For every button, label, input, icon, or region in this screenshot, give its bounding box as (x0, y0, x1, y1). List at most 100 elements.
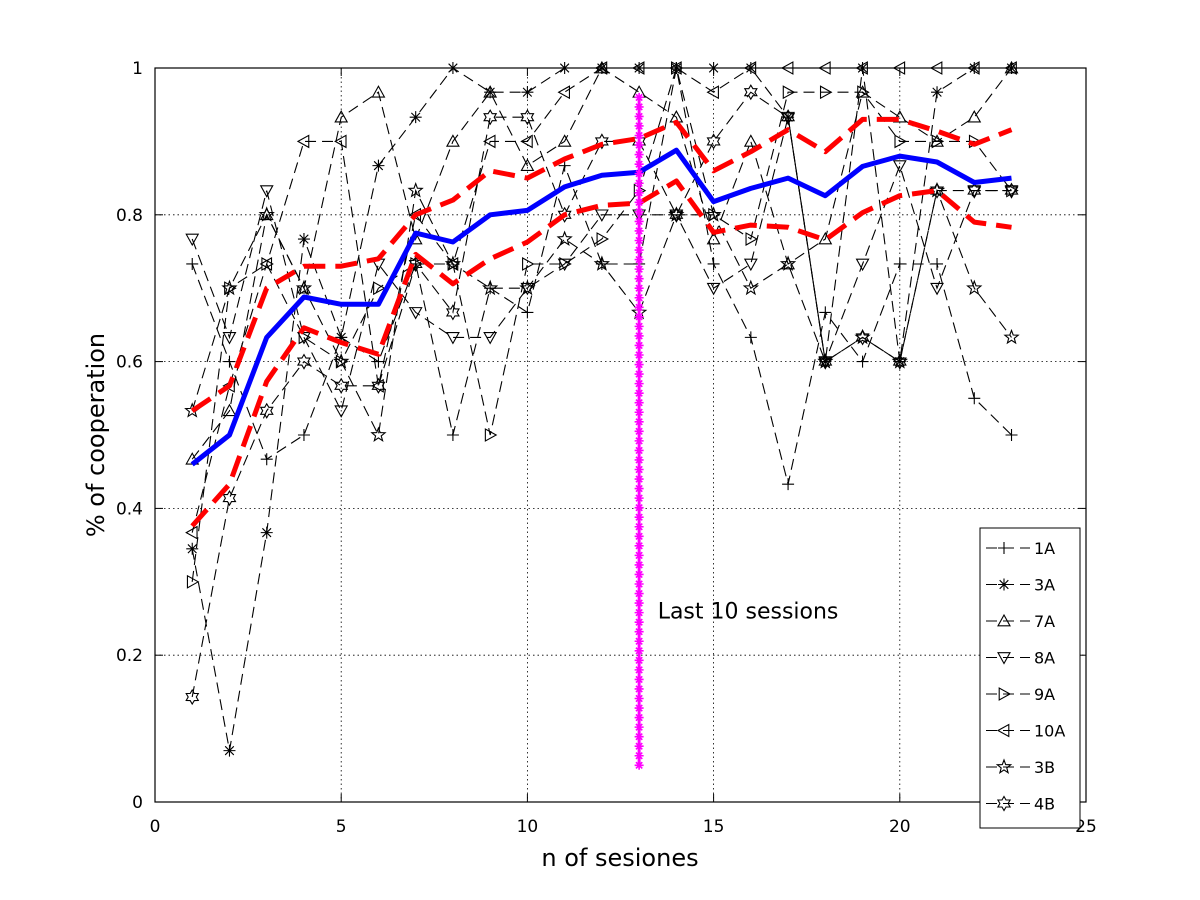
divider-marker (634, 207, 644, 217)
data-point-4B (371, 377, 386, 394)
data-point-1A (223, 355, 236, 368)
data-point-3B (593, 255, 610, 271)
data-point-8A (743, 258, 758, 272)
data-point-4B (781, 109, 796, 126)
divider-marker (634, 255, 644, 265)
data-point-3A (931, 86, 944, 99)
divider-marker (634, 560, 644, 570)
series-line-9A (191, 65, 1012, 582)
divider-marker (634, 111, 644, 121)
divider-marker (634, 512, 644, 522)
data-point-4B (855, 329, 870, 346)
legend-item-8A: 8A (986, 649, 1055, 668)
data-point-1A (521, 306, 534, 319)
data-point-7A (892, 110, 907, 123)
data-point-3B (332, 353, 350, 369)
data-point-9A (782, 85, 796, 100)
x-tick-label: 15 (703, 817, 725, 837)
data-point-8A (297, 332, 311, 345)
data-point-7A (371, 85, 386, 98)
divider-marker (634, 131, 644, 141)
data-point-1A (856, 355, 869, 368)
data-point-8A (222, 332, 237, 345)
divider-marker (634, 464, 644, 474)
data-point-7A (334, 110, 349, 123)
divider-marker (634, 369, 644, 379)
data-point-3B (221, 279, 238, 296)
divider-marker (634, 636, 644, 646)
data-point-3A (223, 744, 236, 757)
data-point-4B (669, 206, 684, 223)
divider-marker (634, 417, 644, 427)
data-point-9A (522, 257, 535, 271)
divider-marker (634, 283, 644, 293)
legend-marker (996, 723, 1010, 738)
data-point-8A (855, 258, 870, 272)
legend-marker (998, 542, 1010, 554)
data-point-7A (483, 85, 498, 98)
legend: 1A 3A 7A 8A 9A 10A 3B 4B (979, 527, 1081, 829)
data-point-9A (931, 134, 945, 149)
data-point-1A (297, 429, 310, 441)
divider-marker (634, 188, 644, 198)
divider-marker (634, 569, 644, 579)
data-point-4B (967, 182, 982, 199)
data-point-8A (930, 282, 944, 296)
data-point-1A (1005, 429, 1018, 441)
divider-marker (634, 732, 644, 742)
y-tick-label: 1 (132, 59, 143, 79)
divider-marker (634, 665, 644, 675)
divider-marker (634, 550, 644, 560)
bound-line (190, 178, 1012, 528)
divider-marker (634, 741, 644, 751)
summary-lines (190, 116, 1013, 528)
legend-item-7A: 7A (986, 612, 1055, 631)
divider-marker (634, 235, 644, 245)
data-point-4B (259, 402, 274, 419)
data-point-9A (559, 257, 572, 271)
session-divider (634, 92, 644, 770)
y-tick-label: 0.6 (116, 353, 143, 373)
divider-marker (634, 522, 644, 532)
y-tick-label: 0 (132, 793, 143, 813)
data-point-4B (594, 133, 609, 150)
data-point-1A (707, 257, 720, 270)
data-point-3B (779, 255, 797, 271)
divider-marker (634, 426, 644, 436)
data-point-3A (186, 542, 199, 555)
divider-marker (634, 340, 644, 350)
divider-marker (634, 360, 644, 370)
legend-label: 3A (1034, 576, 1055, 595)
divider-marker (634, 379, 644, 389)
divider-marker (634, 694, 644, 704)
data-point-7A (297, 281, 311, 294)
data-point-4B (818, 353, 833, 370)
data-point-3B (370, 426, 387, 442)
y-tick-label: 0.8 (116, 206, 143, 226)
divider-marker (634, 445, 644, 455)
divider-marker (634, 760, 644, 770)
divider-marker (634, 92, 644, 102)
divider-marker (634, 589, 644, 599)
data-point-4B (892, 353, 907, 370)
data-point-10A (371, 378, 384, 393)
divider-marker (634, 455, 644, 465)
divider-marker (634, 398, 644, 408)
data-point-9A (745, 232, 758, 246)
data-point-8A (557, 258, 572, 272)
y-tick-label: 0.2 (116, 646, 143, 666)
data-point-1A (260, 453, 273, 466)
grid (155, 68, 1086, 802)
data-point-3B (556, 230, 573, 246)
divider-marker (634, 579, 644, 589)
data-point-10A (334, 134, 347, 149)
data-point-9A (373, 281, 386, 296)
divider-marker (634, 350, 644, 360)
divider-marker (634, 493, 644, 503)
divider-marker (634, 140, 644, 150)
data-point-1A (782, 478, 795, 491)
legend-label: 10A (1034, 722, 1065, 741)
data-point-4B (743, 84, 758, 101)
data-point-3A (484, 86, 497, 99)
